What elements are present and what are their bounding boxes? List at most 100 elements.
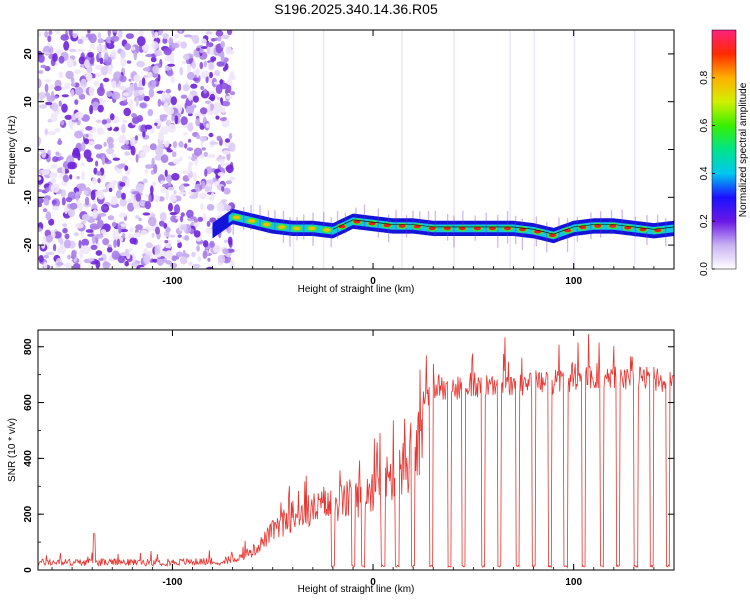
track-hotspot: [368, 221, 376, 226]
noise-speckle: [173, 204, 181, 215]
noise-speckle: [38, 227, 43, 233]
noise-speckle: [49, 172, 58, 179]
noise-speckle: [95, 250, 103, 256]
track-hotspot: [323, 228, 331, 232]
noise-speckle: [97, 32, 102, 39]
noise-speckle: [69, 48, 77, 53]
noise-speckle: [196, 69, 200, 78]
noise-speckle: [152, 181, 157, 186]
track-whisker: [259, 205, 261, 231]
noise-speckle: [175, 251, 183, 258]
noise-speckle: [61, 103, 68, 113]
noise-speckle: [139, 266, 149, 269]
noise-speckle: [65, 70, 74, 80]
noise-speckle: [195, 134, 201, 140]
noise-speckle: [45, 92, 50, 98]
noise-speckle: [72, 32, 78, 39]
noise-speckle: [162, 37, 168, 44]
noise-speckle: [210, 56, 217, 62]
noise-speckle: [150, 56, 157, 63]
noise-speckle: [119, 197, 127, 207]
noise-speckle: [199, 185, 203, 190]
noise-speckle: [111, 222, 117, 227]
track-whisker: [610, 209, 613, 235]
noise-speckle: [209, 240, 215, 249]
noise-speckle: [214, 37, 218, 41]
noise-speckle: [222, 66, 227, 72]
noise-speckle: [106, 43, 115, 50]
noise-speckle: [112, 231, 119, 240]
noise-speckle: [200, 46, 209, 49]
colorbar-tick-label: 0.8: [699, 70, 710, 84]
noise-speckle: [68, 30, 73, 37]
noise-speckle: [193, 218, 199, 223]
colorbar-tick-label: 0.2: [699, 214, 710, 228]
noise-speckle: [74, 111, 84, 119]
noise-speckle: [48, 30, 53, 35]
noise-speckle: [168, 202, 173, 212]
noise-speckle: [183, 224, 187, 233]
noise-speckle: [117, 163, 124, 169]
track-whisker: [576, 216, 579, 242]
track-hotspot: [353, 219, 361, 224]
noise-speckle: [122, 92, 129, 97]
noise-speckle: [189, 170, 193, 179]
noise-speckle: [152, 65, 160, 74]
spectral-streak: [633, 30, 636, 269]
noise-speckle: [58, 138, 62, 146]
noise-speckle: [119, 75, 127, 83]
noise-speckle: [136, 115, 143, 122]
noise-speckle: [171, 173, 180, 181]
noise-speckle: [65, 196, 73, 203]
noise-speckle: [76, 176, 80, 180]
noise-speckle: [228, 132, 233, 140]
noise-speckle: [118, 30, 123, 39]
noise-speckle: [169, 262, 178, 268]
noise-speckle: [153, 164, 158, 174]
spectrogram-x-tick-label: 100: [565, 276, 582, 287]
noise-speckle: [222, 150, 231, 155]
noise-speckle: [139, 151, 147, 158]
noise-speckle: [197, 216, 204, 222]
track-whisker: [419, 211, 421, 233]
noise-speckle: [55, 151, 60, 156]
noise-speckle: [95, 233, 104, 239]
noise-speckle: [200, 85, 205, 91]
noise-speckle: [206, 220, 211, 227]
noise-speckle: [71, 250, 77, 260]
noise-speckle: [205, 228, 213, 234]
noise-speckle: [137, 183, 145, 187]
noise-speckle: [165, 88, 172, 94]
noise-speckle: [206, 42, 214, 48]
noise-speckle: [84, 59, 90, 69]
noise-speckle: [166, 149, 173, 153]
noise-speckle: [182, 249, 186, 256]
spectral-streak: [533, 30, 536, 269]
noise-speckle: [81, 141, 86, 152]
noise-speckle: [58, 100, 62, 107]
noise-speckle: [45, 211, 52, 221]
noise-speckle: [204, 168, 208, 177]
noise-speckle: [173, 190, 177, 195]
noise-speckle: [154, 31, 159, 39]
noise-speckle: [58, 71, 64, 79]
noise-speckle: [38, 254, 44, 263]
noise-speckle: [220, 160, 225, 168]
colorbar-tick-label: 0.6: [699, 118, 710, 132]
noise-speckle: [118, 135, 127, 144]
noise-speckle: [38, 197, 44, 204]
noise-speckle: [182, 84, 190, 92]
track-whisker: [566, 218, 569, 253]
noise-speckle: [56, 262, 64, 266]
noise-speckle: [110, 180, 119, 185]
track-trace: [332, 219, 674, 235]
noise-speckle: [207, 153, 216, 159]
noise-speckle: [64, 114, 73, 120]
noise-speckle: [196, 245, 200, 252]
noise-speckle: [61, 166, 66, 175]
noise-speckle: [122, 119, 128, 124]
noise-speckle: [130, 262, 140, 268]
noise-speckle: [178, 30, 183, 33]
noise-speckle: [51, 102, 59, 112]
noise-speckle: [145, 242, 153, 249]
